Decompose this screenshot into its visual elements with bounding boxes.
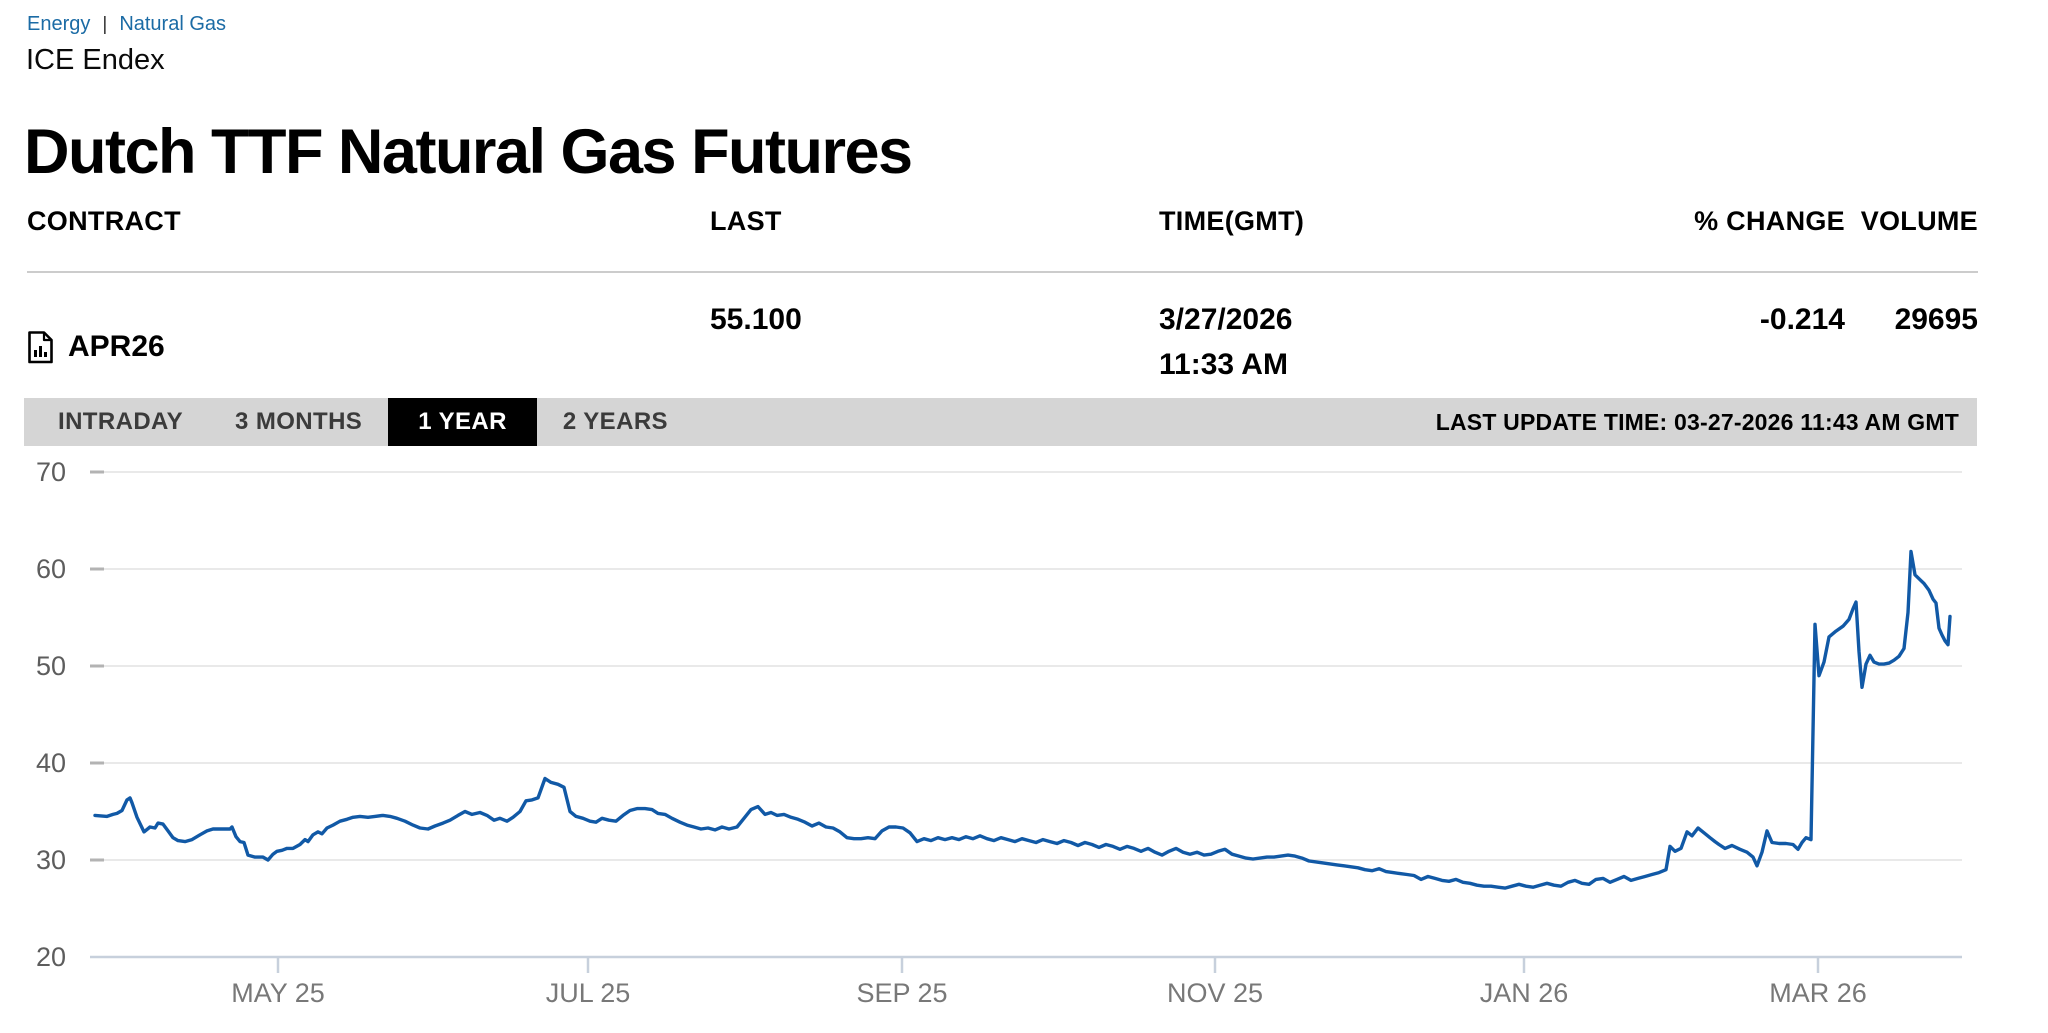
quote-date: 3/27/2026: [1159, 303, 1293, 336]
last-price: 55.100: [710, 303, 802, 336]
col-header-pct-change: % CHANGE: [1620, 206, 1845, 273]
x-tick-label: MAR 26: [1769, 978, 1867, 1008]
tab-intraday[interactable]: INTRADAY: [58, 408, 183, 435]
breadcrumb-link-natural-gas[interactable]: Natural Gas: [119, 13, 227, 35]
contract-link[interactable]: APR26: [27, 273, 710, 392]
breadcrumb-separator: |: [102, 13, 108, 35]
y-tick-label: 60: [36, 554, 66, 584]
range-tab-bar: INTRADAY 3 MONTHS 1 YEAR 2 YEARS LAST UP…: [24, 398, 1977, 446]
x-tick-label: MAY 25: [231, 978, 325, 1008]
tab-2-years[interactable]: 2 YEARS: [562, 408, 668, 435]
y-tick-label: 40: [36, 748, 66, 778]
contract-name: APR26: [68, 330, 165, 364]
quote-table: CONTRACT LAST TIME(GMT) % CHANGE VOLUME …: [27, 206, 1978, 392]
x-tick-label: JUL 25: [546, 978, 631, 1008]
x-tick-label: NOV 25: [1167, 978, 1263, 1008]
col-header-volume: VOLUME: [1845, 206, 1978, 273]
x-tick-label: SEP 25: [856, 978, 947, 1008]
y-tick-label: 20: [36, 942, 66, 972]
chart-document-icon: [28, 331, 53, 364]
col-header-time: TIME(GMT): [1159, 206, 1620, 273]
tab-1-year[interactable]: 1 YEAR: [388, 398, 537, 446]
breadcrumb-link-energy[interactable]: Energy: [27, 13, 91, 35]
price-line: [93, 549, 1952, 890]
y-tick-label: 50: [36, 651, 66, 681]
y-tick-label: 30: [36, 845, 66, 875]
exchange-name: ICE Endex: [26, 44, 165, 76]
breadcrumb: Energy | Natural Gas: [27, 13, 226, 36]
col-header-last: LAST: [710, 206, 1159, 273]
quote-timestamp: 3/27/2026 11:33 AM: [1159, 273, 1620, 392]
col-header-contract: CONTRACT: [27, 206, 710, 273]
quote-time: 11:33 AM: [1159, 347, 1288, 381]
pct-change-value: -0.214: [1759, 303, 1845, 336]
volume-value: 29695: [1894, 303, 1978, 336]
tab-3-months[interactable]: 3 MONTHS: [235, 408, 363, 435]
page-title: Dutch TTF Natural Gas Futures: [24, 117, 913, 188]
y-tick-label: 70: [36, 457, 66, 487]
x-tick-label: JAN 26: [1480, 978, 1569, 1008]
last-update-time: LAST UPDATE TIME: 03-27-2026 11:43 AM GM…: [1435, 408, 1959, 435]
